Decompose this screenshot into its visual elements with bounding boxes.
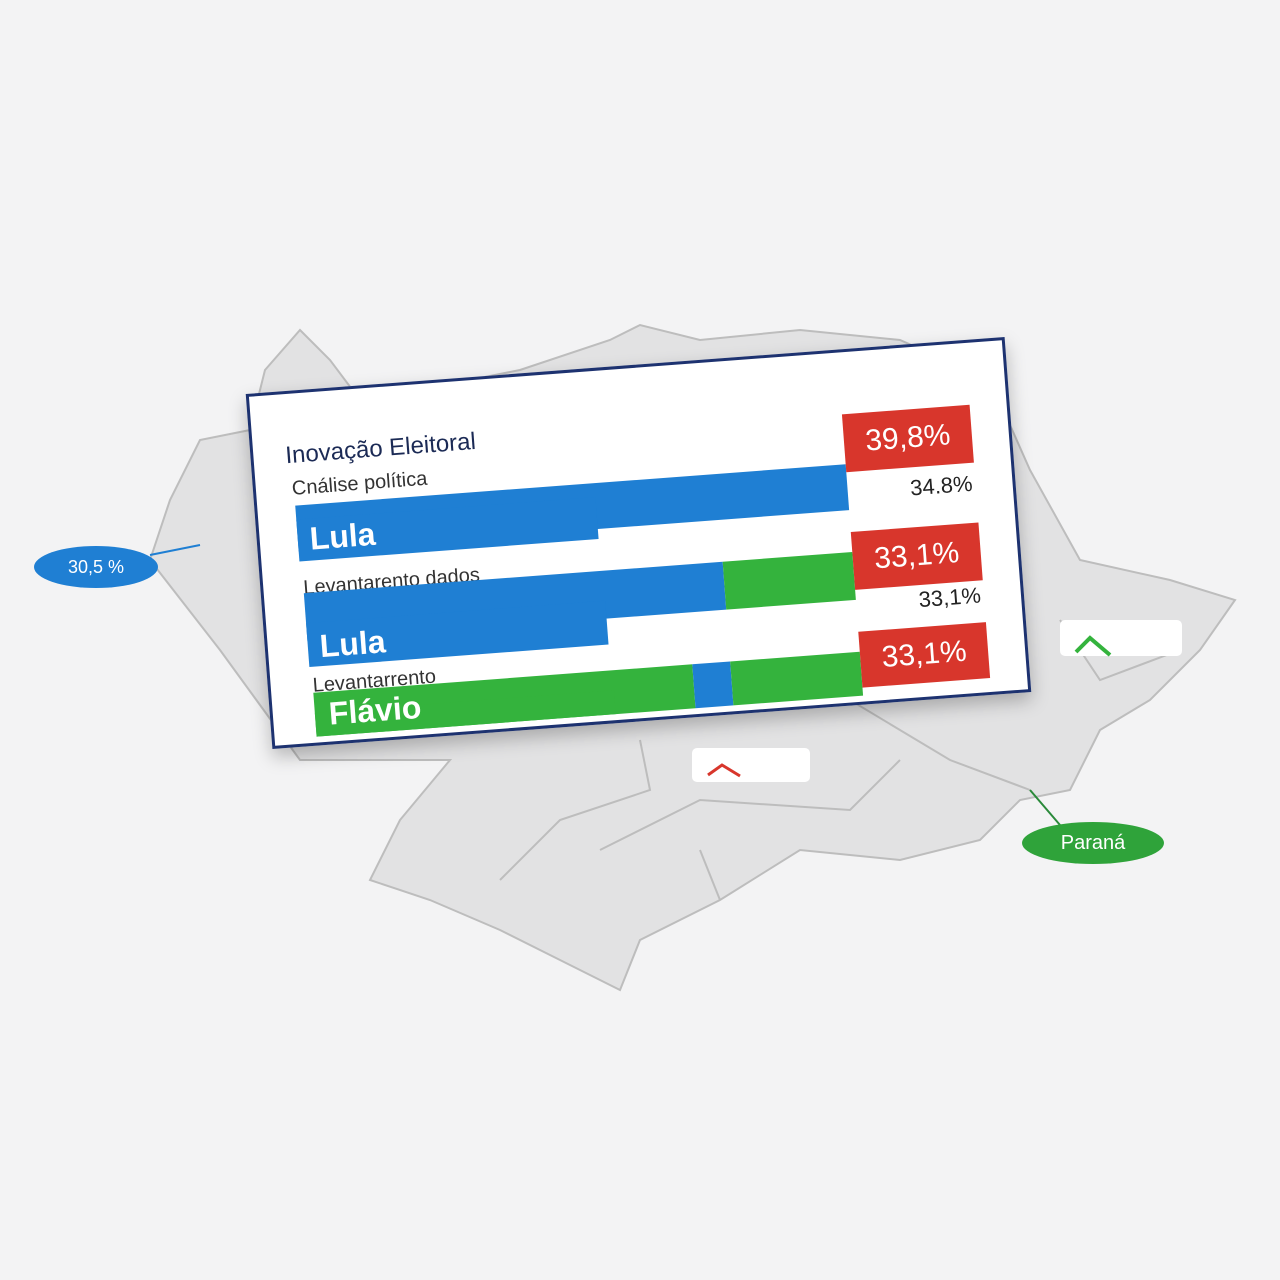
value-box: 33,1% bbox=[858, 622, 991, 688]
bar-segment bbox=[722, 551, 856, 610]
map-badge bbox=[692, 748, 810, 782]
callout-label: Paraná bbox=[1060, 831, 1126, 854]
side-label: 33,1% bbox=[917, 582, 982, 613]
callout-line bbox=[149, 544, 201, 556]
value-label: 39,8% bbox=[864, 418, 952, 458]
value-box: 33,1% bbox=[850, 522, 983, 590]
bar-segment bbox=[730, 651, 864, 706]
row-name: Lula bbox=[318, 623, 387, 665]
card-title: Inovação Eleitoral bbox=[284, 427, 477, 470]
map-borders bbox=[499, 619, 1181, 901]
poll-card: Inovação Eleitoral Cnálise política Lula… bbox=[245, 336, 1032, 750]
callout-line bbox=[1029, 789, 1061, 826]
map-badge bbox=[1060, 620, 1182, 656]
value-label: 33,1% bbox=[880, 634, 968, 675]
value-label: 33,1% bbox=[873, 536, 961, 576]
badge-icon bbox=[707, 763, 741, 778]
bar-segment bbox=[692, 661, 734, 709]
value-box: 39,8% bbox=[841, 404, 974, 473]
card-subtitle: Cnálise política bbox=[291, 467, 429, 500]
callout-label: 30,5 % bbox=[67, 556, 125, 577]
row-name: Flávio bbox=[327, 688, 423, 732]
side-label: 34.8% bbox=[909, 470, 974, 501]
badge-icon bbox=[1074, 635, 1112, 657]
callout-bubble: 30,5 % bbox=[34, 546, 158, 588]
row-name: Lula bbox=[308, 515, 377, 557]
callout-bubble: Paraná bbox=[1022, 822, 1164, 864]
